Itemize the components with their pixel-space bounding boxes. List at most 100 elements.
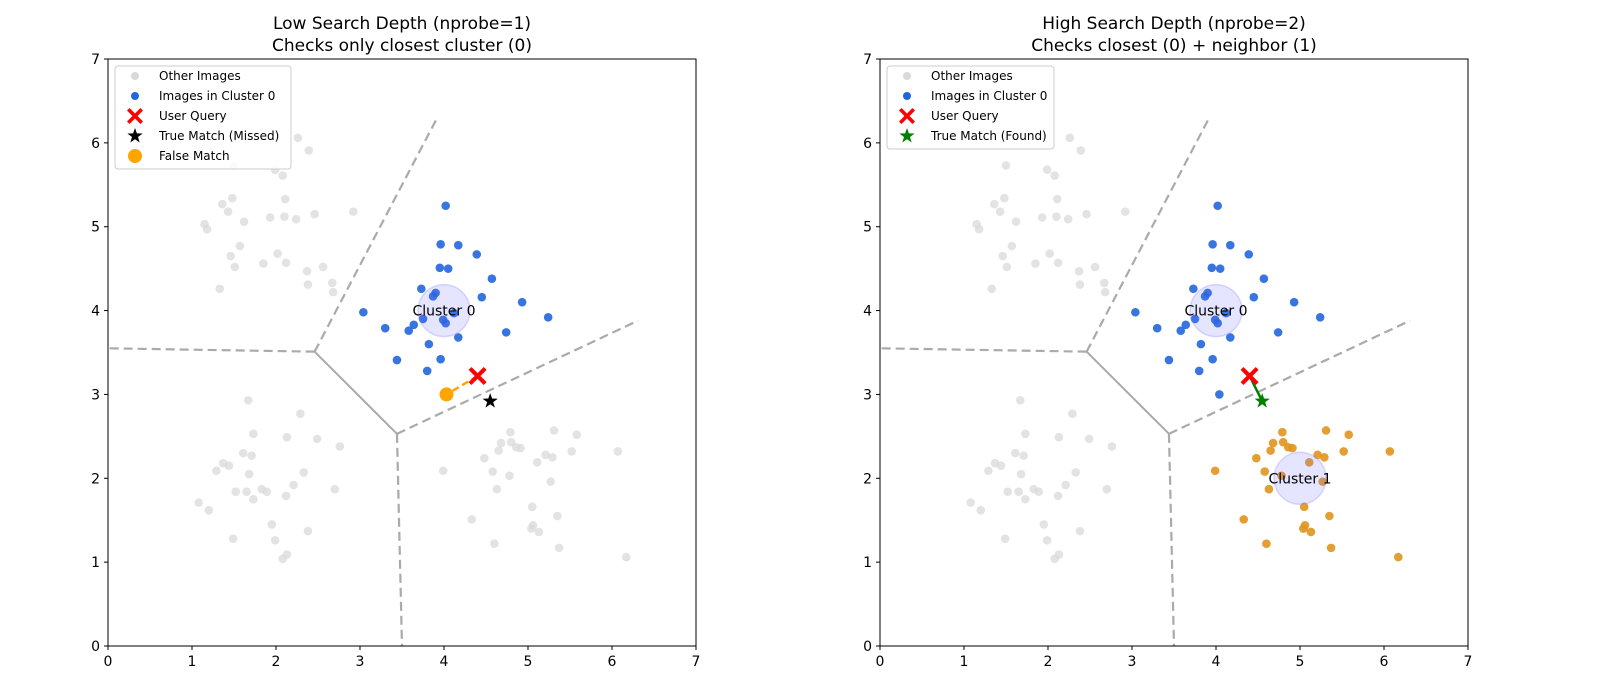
voronoi-boundary-dashed — [1085, 115, 1212, 353]
legend-label: User Query — [159, 109, 227, 123]
other-image-point — [1003, 487, 1012, 497]
cluster0-image-point — [453, 333, 463, 342]
other-image-point — [226, 251, 235, 261]
chart-title-line-1: Low Search Depth (nprobe=1) — [273, 14, 531, 34]
other-image-point — [289, 480, 298, 490]
other-image-point — [330, 484, 340, 494]
other-image-point — [1102, 484, 1112, 494]
legend-other-images-marker — [903, 72, 911, 80]
other-image-point — [467, 515, 477, 524]
cluster-label: Cluster 0 — [412, 304, 475, 320]
other-image-point — [215, 284, 225, 294]
other-image-point — [335, 442, 345, 451]
legend-cluster0-marker — [903, 92, 911, 100]
other-image-point — [299, 468, 309, 477]
cluster0-image-point — [436, 240, 445, 249]
true-match-star — [482, 393, 498, 408]
other-image-point — [527, 502, 537, 512]
other-image-point — [282, 432, 292, 442]
cluster0-image-point — [417, 284, 426, 294]
cluster0-image-point — [392, 355, 402, 365]
cluster1-image-point — [1313, 450, 1322, 460]
other-image-point — [238, 448, 248, 458]
cluster1-image-point — [1318, 477, 1327, 486]
cluster1-image-point — [1304, 458, 1314, 467]
other-image-point — [296, 409, 305, 419]
y-tick-label: 4 — [863, 304, 872, 320]
other-image-point — [1050, 171, 1060, 180]
other-image-point — [996, 461, 1006, 471]
cluster0-image-point — [359, 307, 368, 317]
panel-low-search-depth: Low Search Depth (nprobe=1) Checks only … — [91, 14, 700, 670]
x-tick-label: 1 — [188, 654, 197, 670]
y-tick-label: 7 — [863, 52, 872, 68]
legend-label: Images in Cluster 0 — [931, 89, 1047, 103]
y-tick-label: 0 — [91, 639, 100, 655]
other-image-point — [212, 466, 221, 476]
other-image-point — [312, 434, 322, 444]
voronoi-boundary-dashed — [1167, 433, 1176, 646]
cluster1-image-point — [1252, 453, 1261, 463]
cluster0-image-point — [424, 339, 434, 349]
other-image-point — [280, 212, 289, 221]
other-image-point — [516, 443, 525, 453]
other-image-point — [273, 249, 282, 258]
cluster0-image-point — [1131, 307, 1140, 317]
legend-false-match-marker — [128, 149, 142, 163]
other-image-point — [318, 262, 328, 272]
x-tick-label: 4 — [1212, 654, 1221, 670]
other-image-point — [549, 426, 559, 435]
x-tick-label: 1 — [960, 654, 969, 670]
legend-label: Other Images — [159, 69, 241, 83]
legend-label: True Match (Missed) — [158, 129, 279, 143]
other-image-point — [1002, 262, 1012, 272]
cluster-centroid — [417, 283, 471, 338]
other-image-point — [1061, 480, 1070, 490]
voronoi-boundary-dashed — [880, 347, 1087, 353]
cluster0-image-point — [1215, 264, 1225, 273]
y-tick-label: 5 — [863, 220, 872, 236]
other-image-point — [1000, 193, 1009, 203]
other-image-point — [567, 447, 576, 456]
other-image-point — [1120, 207, 1130, 216]
other-image-point — [438, 466, 448, 476]
cluster0-image-point — [441, 318, 450, 328]
other-image-point — [1052, 194, 1062, 204]
other-image-point — [194, 498, 204, 507]
cluster0-image-point — [1208, 354, 1217, 364]
other-image-point — [1037, 213, 1047, 222]
cluster0-image-point — [1273, 328, 1283, 337]
cluster1-image-point — [1262, 539, 1271, 548]
other-image-point — [262, 487, 272, 497]
cluster0-image-point — [1225, 333, 1235, 342]
other-image-point — [267, 520, 277, 529]
other-image-point — [984, 466, 993, 476]
cluster0-image-point — [428, 292, 438, 301]
cluster0-image-point — [517, 297, 527, 307]
cluster1-image-point — [1299, 524, 1308, 533]
other-image-point — [327, 278, 337, 288]
other-image-point — [304, 146, 314, 155]
voronoi-boundary-dashed — [395, 433, 404, 646]
other-image-point — [1100, 287, 1110, 297]
other-image-point — [572, 430, 582, 439]
legend-user-query-marker — [127, 108, 143, 124]
legend-box — [886, 65, 1055, 150]
cluster0-image-point — [1200, 292, 1210, 301]
other-image-point — [231, 487, 240, 497]
cluster0-image-point — [1190, 314, 1200, 324]
other-image-point — [1042, 165, 1052, 174]
y-tick-label: 1 — [91, 555, 100, 571]
other-image-point — [480, 453, 489, 463]
y-tick-label: 5 — [91, 220, 100, 236]
other-image-point — [494, 446, 503, 455]
other-image-point — [488, 467, 498, 476]
other-image-point — [302, 266, 312, 276]
cluster0-image-point — [1207, 263, 1217, 273]
other-image-point — [228, 534, 238, 543]
other-image-point — [492, 484, 502, 494]
other-image-point — [1084, 434, 1094, 444]
other-image-point — [613, 447, 623, 456]
other-image-point — [541, 450, 550, 460]
cluster-centroid — [1189, 283, 1243, 338]
